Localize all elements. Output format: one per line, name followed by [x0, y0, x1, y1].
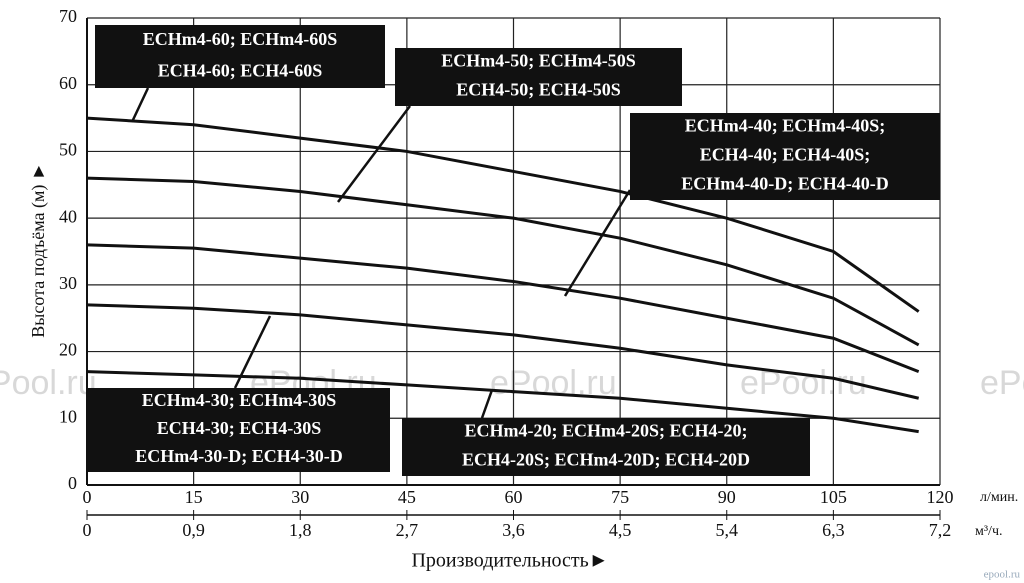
watermark: ePool.ru [980, 364, 1024, 402]
annotation-text: ECHm4-40; ECHm4-40S; [685, 116, 886, 136]
leader-line [337, 105, 411, 203]
leader-line [130, 87, 150, 123]
annotation-text: ECH4-40; ECH4-40S; [700, 145, 871, 165]
x-axis-title: Производительность► [411, 550, 608, 572]
x2-tick-label: 2,7 [396, 520, 419, 540]
x-tick-label: 90 [718, 487, 736, 507]
annotation-text: ECHm4-60; ECHm4-60S [143, 29, 338, 49]
annotation-box [88, 388, 390, 472]
y-tick-label: 40 [59, 206, 77, 226]
x2-unit: м³/ч. [975, 524, 1003, 539]
x-tick-label: 45 [398, 487, 416, 507]
series-line [86, 243, 920, 373]
x2-tick-label: 5,4 [716, 520, 739, 540]
x2-tick-label: 1,8 [289, 520, 312, 540]
y-tick-label: 10 [59, 406, 77, 426]
x-tick-label: 120 [927, 487, 954, 507]
annotation-text: ECH4-30; ECH4-30S [157, 418, 322, 438]
x2-tick-label: 0 [83, 520, 92, 540]
x2-tick-label: 4,5 [609, 520, 632, 540]
y-tick-label: 70 [59, 6, 77, 26]
footer: epool.ru [984, 569, 1021, 581]
x-tick-label: 60 [505, 487, 523, 507]
series-line [86, 116, 920, 313]
annotation-text: ECHm4-20; ECHm4-20S; ECH4-20; [465, 421, 748, 441]
annotation-text: ECHm4-30-D; ECH4-30-D [135, 446, 342, 466]
annotation-text: ECH4-50; ECH4-50S [456, 80, 621, 100]
annotation-box [395, 48, 682, 106]
series-line [86, 303, 920, 400]
annotation-text: ECH4-20S; ECHm4-20D; ECH4-20D [462, 450, 750, 470]
series-line [86, 176, 920, 347]
leader-line [563, 189, 632, 297]
x-tick-label: 0 [83, 487, 92, 507]
x2-tick-label: 0,9 [182, 520, 205, 540]
x-tick-label: 15 [185, 487, 203, 507]
y-tick-label: 20 [59, 340, 77, 360]
annotation-text: ECHm4-40-D; ECH4-40-D [681, 174, 888, 194]
x-unit: л/мин. [980, 490, 1018, 505]
annotation-text: ECH4-60; ECH4-60S [158, 60, 323, 80]
y-tick-label: 50 [59, 140, 77, 160]
series-line [86, 370, 919, 434]
annotation-text: ECHm4-50; ECHm4-50S [441, 51, 636, 71]
x2-tick-label: 7,2 [929, 520, 952, 540]
leader-line [233, 315, 272, 389]
y-tick-label: 60 [59, 73, 77, 93]
x2-tick-label: 3,6 [502, 520, 525, 540]
annotation-text: ECHm4-30; ECHm4-30S [142, 390, 337, 410]
annotation-box [95, 25, 385, 88]
x2-tick-label: 6,3 [822, 520, 845, 540]
x-tick-label: 105 [820, 487, 847, 507]
y-tick-label: 0 [68, 473, 77, 493]
y-tick-label: 30 [59, 273, 77, 293]
watermark: ePool.ru [0, 364, 97, 402]
x-tick-label: 30 [291, 487, 309, 507]
leader-line [480, 389, 494, 419]
x-tick-label: 75 [611, 487, 629, 507]
y-axis-title: Высота подъёма (м) ► [28, 162, 49, 337]
annotation-box [630, 113, 940, 200]
annotation-box [402, 418, 810, 476]
